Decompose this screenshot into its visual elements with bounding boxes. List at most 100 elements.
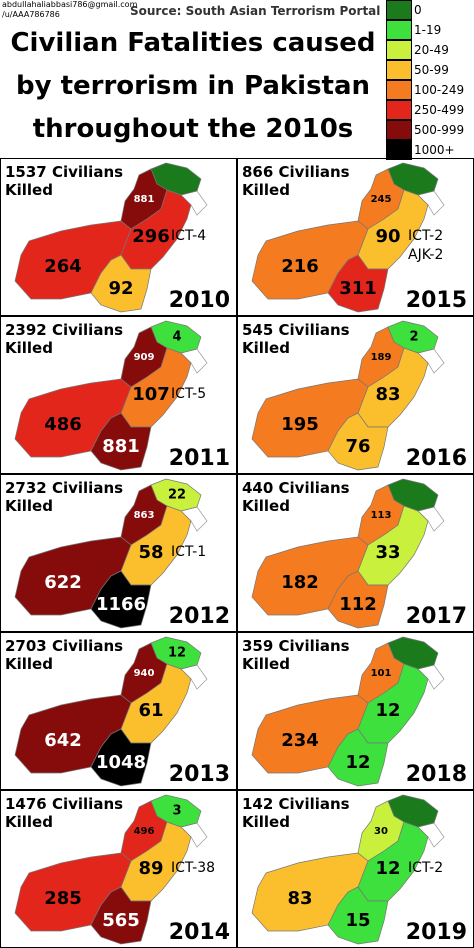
region-value: 245 [371,194,392,205]
region-value: 12 [345,752,370,773]
region-value: 496 [134,826,155,837]
map: 22 863 58 622 1166 [14,478,208,629]
region-value: 1166 [96,594,146,615]
map: 2 189 83 195 76 [251,320,445,471]
note: ICT-38 [171,860,216,876]
region-value: 15 [345,910,370,931]
region-value: 234 [281,730,319,751]
region [90,254,152,313]
panel: 881 296 264 92 1537 Civilians Killed ICT-4 201… [0,158,237,316]
panel: 101 12 234 12 359 Civilians Killed 2018 [237,632,474,790]
year: 2012 [168,604,230,629]
region-value: 30 [374,826,388,837]
legend-label: 1000+ [414,143,455,157]
region-value: 83 [375,384,400,405]
legend-swatch [386,0,412,20]
note: AJK-2 [408,247,444,263]
legend-swatch [386,60,412,80]
caption: 1476 Civilians Killed [5,795,124,831]
region-value: 58 [138,542,163,563]
caption: 2392 Civilians Killed [5,321,124,357]
caption: 359 Civilians Killed [242,637,350,673]
region-value: 92 [108,278,133,299]
region-value: 89 [138,858,163,879]
region [327,886,389,945]
legend-label: 20-49 [414,43,449,57]
legend-swatch [386,40,412,60]
year: 2013 [168,762,230,787]
map: 881 296 264 92 [14,162,208,313]
region [90,886,152,945]
legend-swatch [386,80,412,100]
region-value: 296 [132,226,170,247]
region-value: 486 [44,414,82,435]
year: 2016 [405,446,467,471]
region [327,570,389,629]
region-value: 863 [134,510,155,521]
legend-label: 250-499 [414,103,465,117]
credit: /u/AAA786786 [2,10,60,19]
legend-label: 500-999 [414,123,465,137]
notes: ICT-2 AJK-2 [408,227,443,265]
legend-label: 0 [414,3,422,17]
legend-swatch [386,20,412,40]
map: 3 496 89 285 565 [14,794,208,945]
region-value: 112 [339,594,377,615]
source: Source: South Asian Terrorism Portal [130,4,381,18]
note: ICT-2 [408,228,444,244]
legend-item: 500-999 [386,120,474,140]
map: 101 12 234 12 [251,636,445,787]
panel: 245 90 216 311 866 Civilians Killed ICT-2 AJK-… [237,158,474,316]
panel: 2 189 83 195 76 545 Civilians Killed 2016 [237,316,474,474]
notes: ICT-5 [171,385,206,404]
legend-swatch [386,100,412,120]
region-value: 76 [345,436,370,457]
region-value: 1048 [96,752,146,773]
region-value: 881 [102,436,140,457]
notes: ICT-1 [171,543,206,562]
region-value: 113 [371,510,392,521]
year: 2015 [405,288,467,313]
legend-item: 250-499 [386,100,474,120]
legend-item: 0 [386,0,474,20]
region [327,728,389,787]
year: 2017 [405,604,467,629]
notes: ICT-38 [171,859,215,878]
panel: 30 12 83 15 142 Civilians Killed ICT-2 2019 [237,790,474,948]
region-value: 3 [172,804,181,819]
panel: 113 33 182 112 440 Civilians Killed 2017 [237,474,474,632]
region-value: 22 [168,488,186,503]
map: 4 909 107 486 881 [14,320,208,471]
region-value: 311 [339,278,377,299]
region-value: 101 [371,668,392,679]
region-value: 565 [102,910,140,931]
panel: 12 940 61 642 1048 2703 Civilians Killed 2013 [0,632,237,790]
note: ICT-5 [171,386,207,402]
notes: ICT-2 [408,859,443,878]
legend-item: 1-19 [386,20,474,40]
legend-item: 50-99 [386,60,474,80]
legend: 0 1-19 20-49 50-99 100-249 250-499 500-999 1000… [386,0,474,160]
region-value: 12 [168,646,186,661]
region-value: 216 [281,256,319,277]
region-value: 83 [287,888,312,909]
caption: 2732 Civilians Killed [5,479,124,515]
region-value: 33 [375,542,400,563]
year: 2018 [405,762,467,787]
region-value: 909 [134,352,155,363]
region [90,728,152,787]
region-value: 4 [172,330,181,345]
map: 30 12 83 15 [251,794,445,945]
region-value: 264 [44,256,82,277]
credit: abdullahaliabbasi786@gmail.com [2,0,138,9]
region-value: 107 [132,384,170,405]
region-value: 12 [375,700,400,721]
region-value: 90 [375,226,400,247]
panel: 22 863 58 622 1166 2732 Civilians Killed ICT-1… [0,474,237,632]
panel: 3 496 89 285 565 1476 Civilians Killed ICT-38 2… [0,790,237,948]
region-value: 642 [44,730,82,751]
region-value: 622 [44,572,82,593]
legend-swatch [386,120,412,140]
legend-label: 100-249 [414,83,465,97]
